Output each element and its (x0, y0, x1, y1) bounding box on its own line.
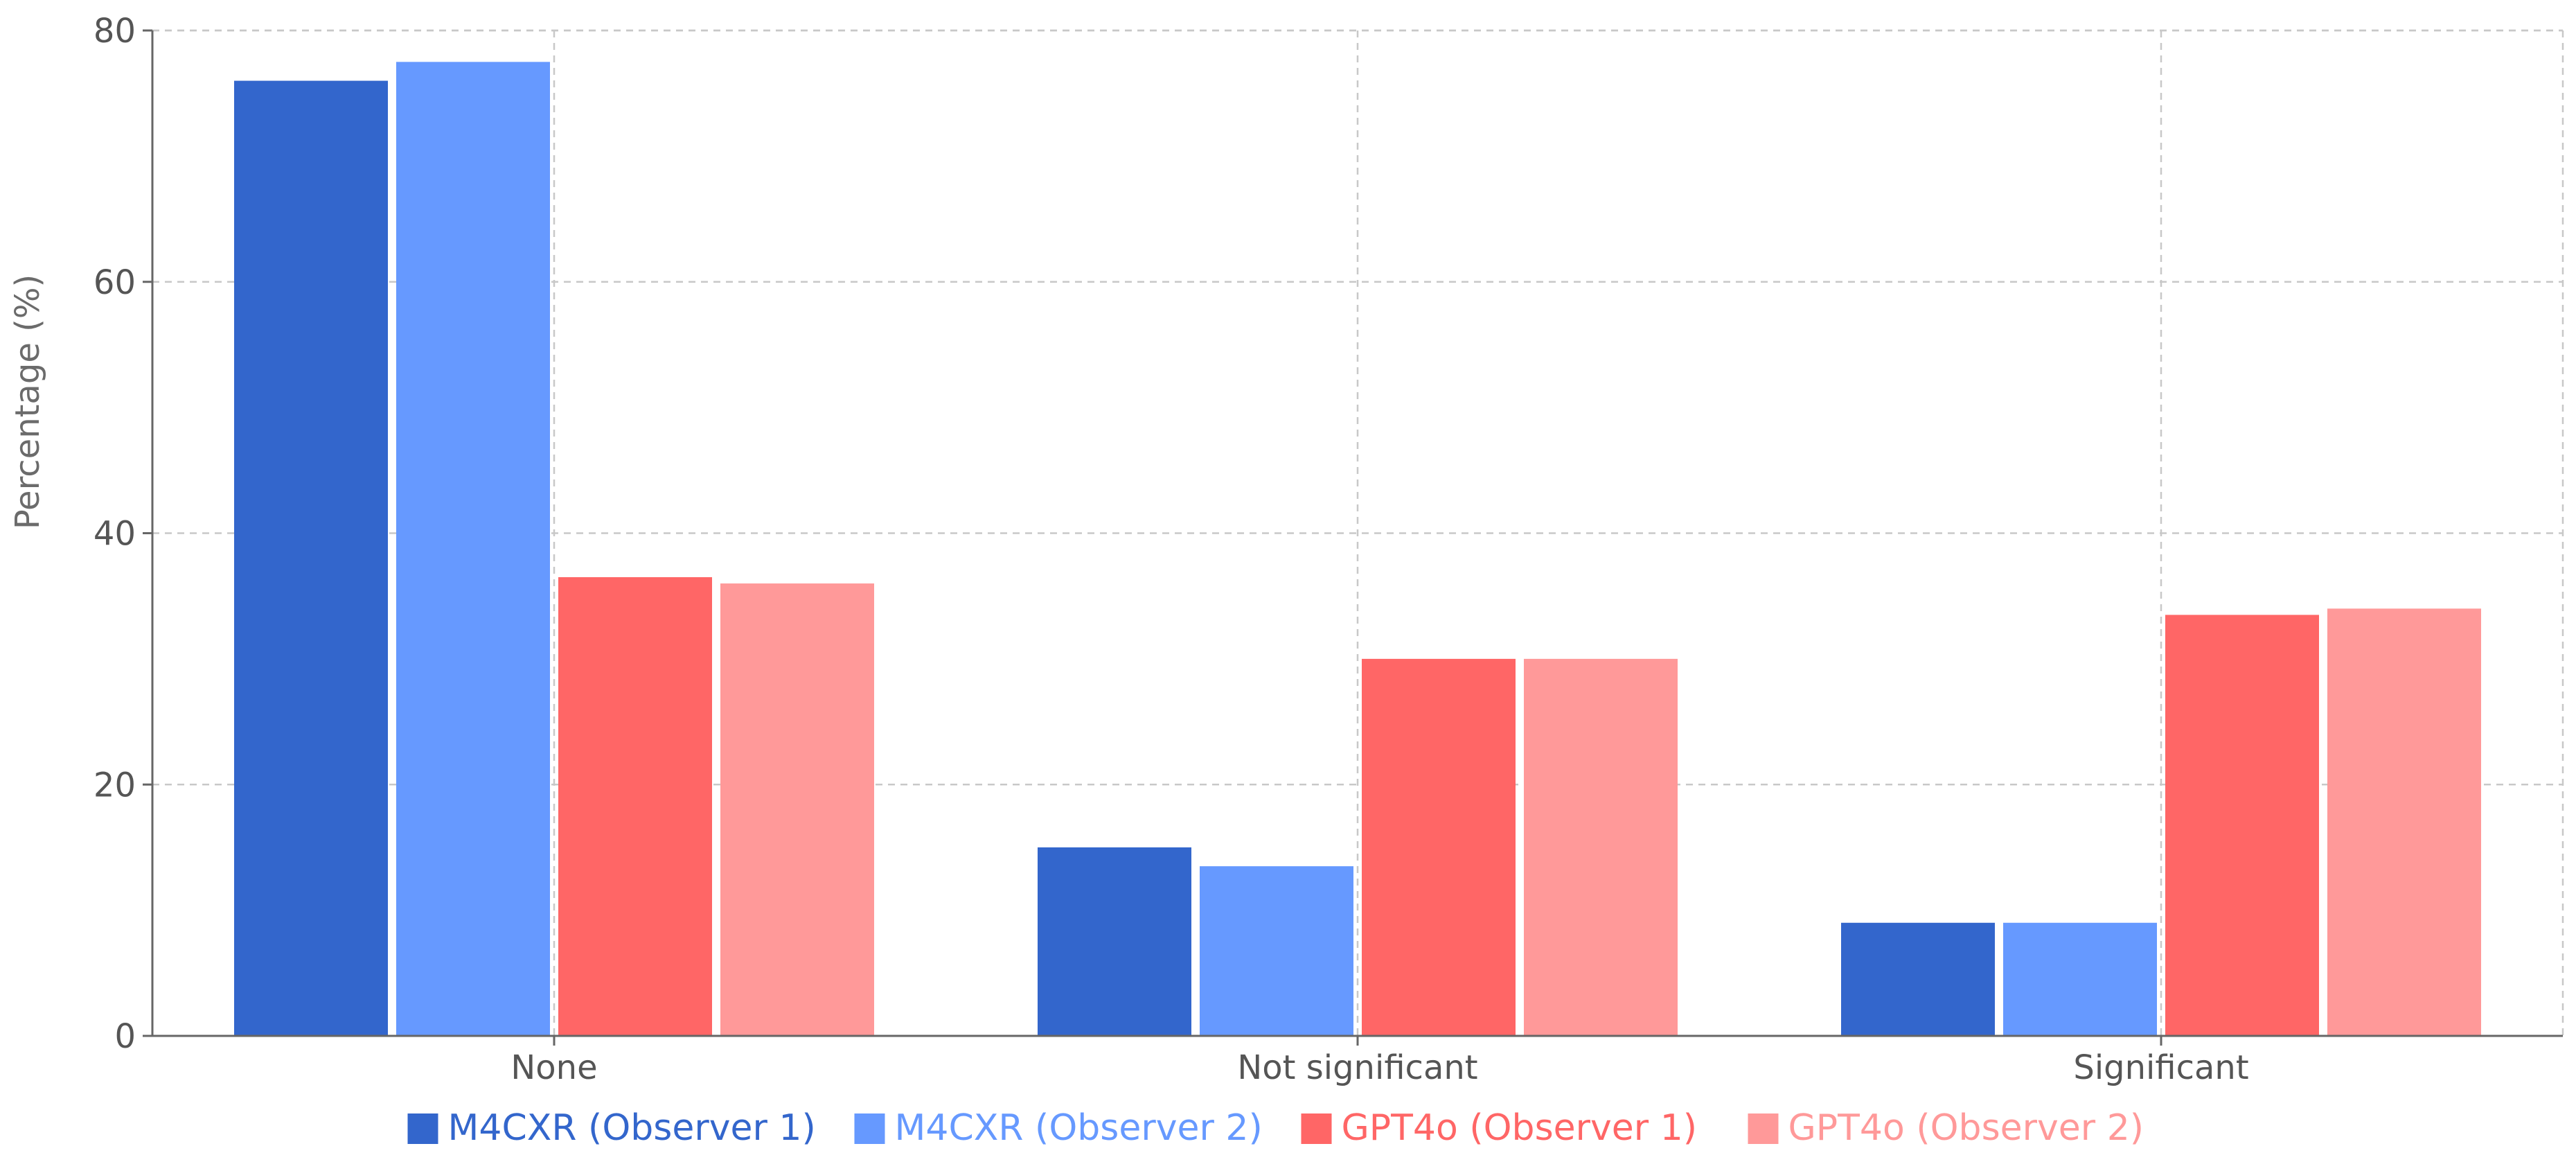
bar (2165, 615, 2319, 1036)
bar (1038, 847, 1191, 1036)
legend-swatch (407, 1113, 438, 1144)
y-tick-label: 40 (94, 515, 136, 554)
bar (558, 576, 712, 1036)
legend-label: GPT4o (Observer 1) (1342, 1107, 1698, 1149)
bar (1524, 658, 1678, 1036)
y-axis-title: Percentage (%) (8, 274, 47, 529)
legend-label: GPT4o (Observer 2) (1788, 1107, 2144, 1149)
bars-layer (234, 62, 2481, 1036)
x-tick-label: Significant (2073, 1048, 2248, 1087)
y-tick-label: 0 (114, 1017, 136, 1056)
bar (1841, 922, 1995, 1036)
legend-swatch (854, 1113, 885, 1144)
x-tick-label: Not significant (1237, 1048, 1477, 1087)
bar (720, 583, 874, 1036)
legend: M4CXR (Observer 1) M4CXR (Observer 2) GPT4… (407, 1107, 2144, 1149)
legend-swatch (1748, 1113, 1779, 1144)
bar (2327, 608, 2481, 1036)
bar (396, 62, 550, 1036)
x-tick-label: None (510, 1048, 597, 1087)
bar (234, 80, 388, 1036)
bar (2003, 922, 2157, 1036)
axes-layer (143, 29, 2563, 1046)
labels-layer: 0 20 40 60 80 None Not significant Significant (94, 12, 2249, 1087)
bar (1362, 658, 1516, 1036)
y-tick-label: 60 (94, 263, 136, 302)
y-tick-label: 20 (94, 766, 136, 804)
grid-layer (152, 29, 2564, 1036)
legend-label: M4CXR (Observer 2) (895, 1107, 1263, 1149)
legend-label: M4CXR (Observer 1) (448, 1107, 816, 1149)
y-tick-label: 80 (94, 12, 136, 51)
legend-swatch (1301, 1113, 1332, 1144)
bar (1200, 866, 1353, 1036)
